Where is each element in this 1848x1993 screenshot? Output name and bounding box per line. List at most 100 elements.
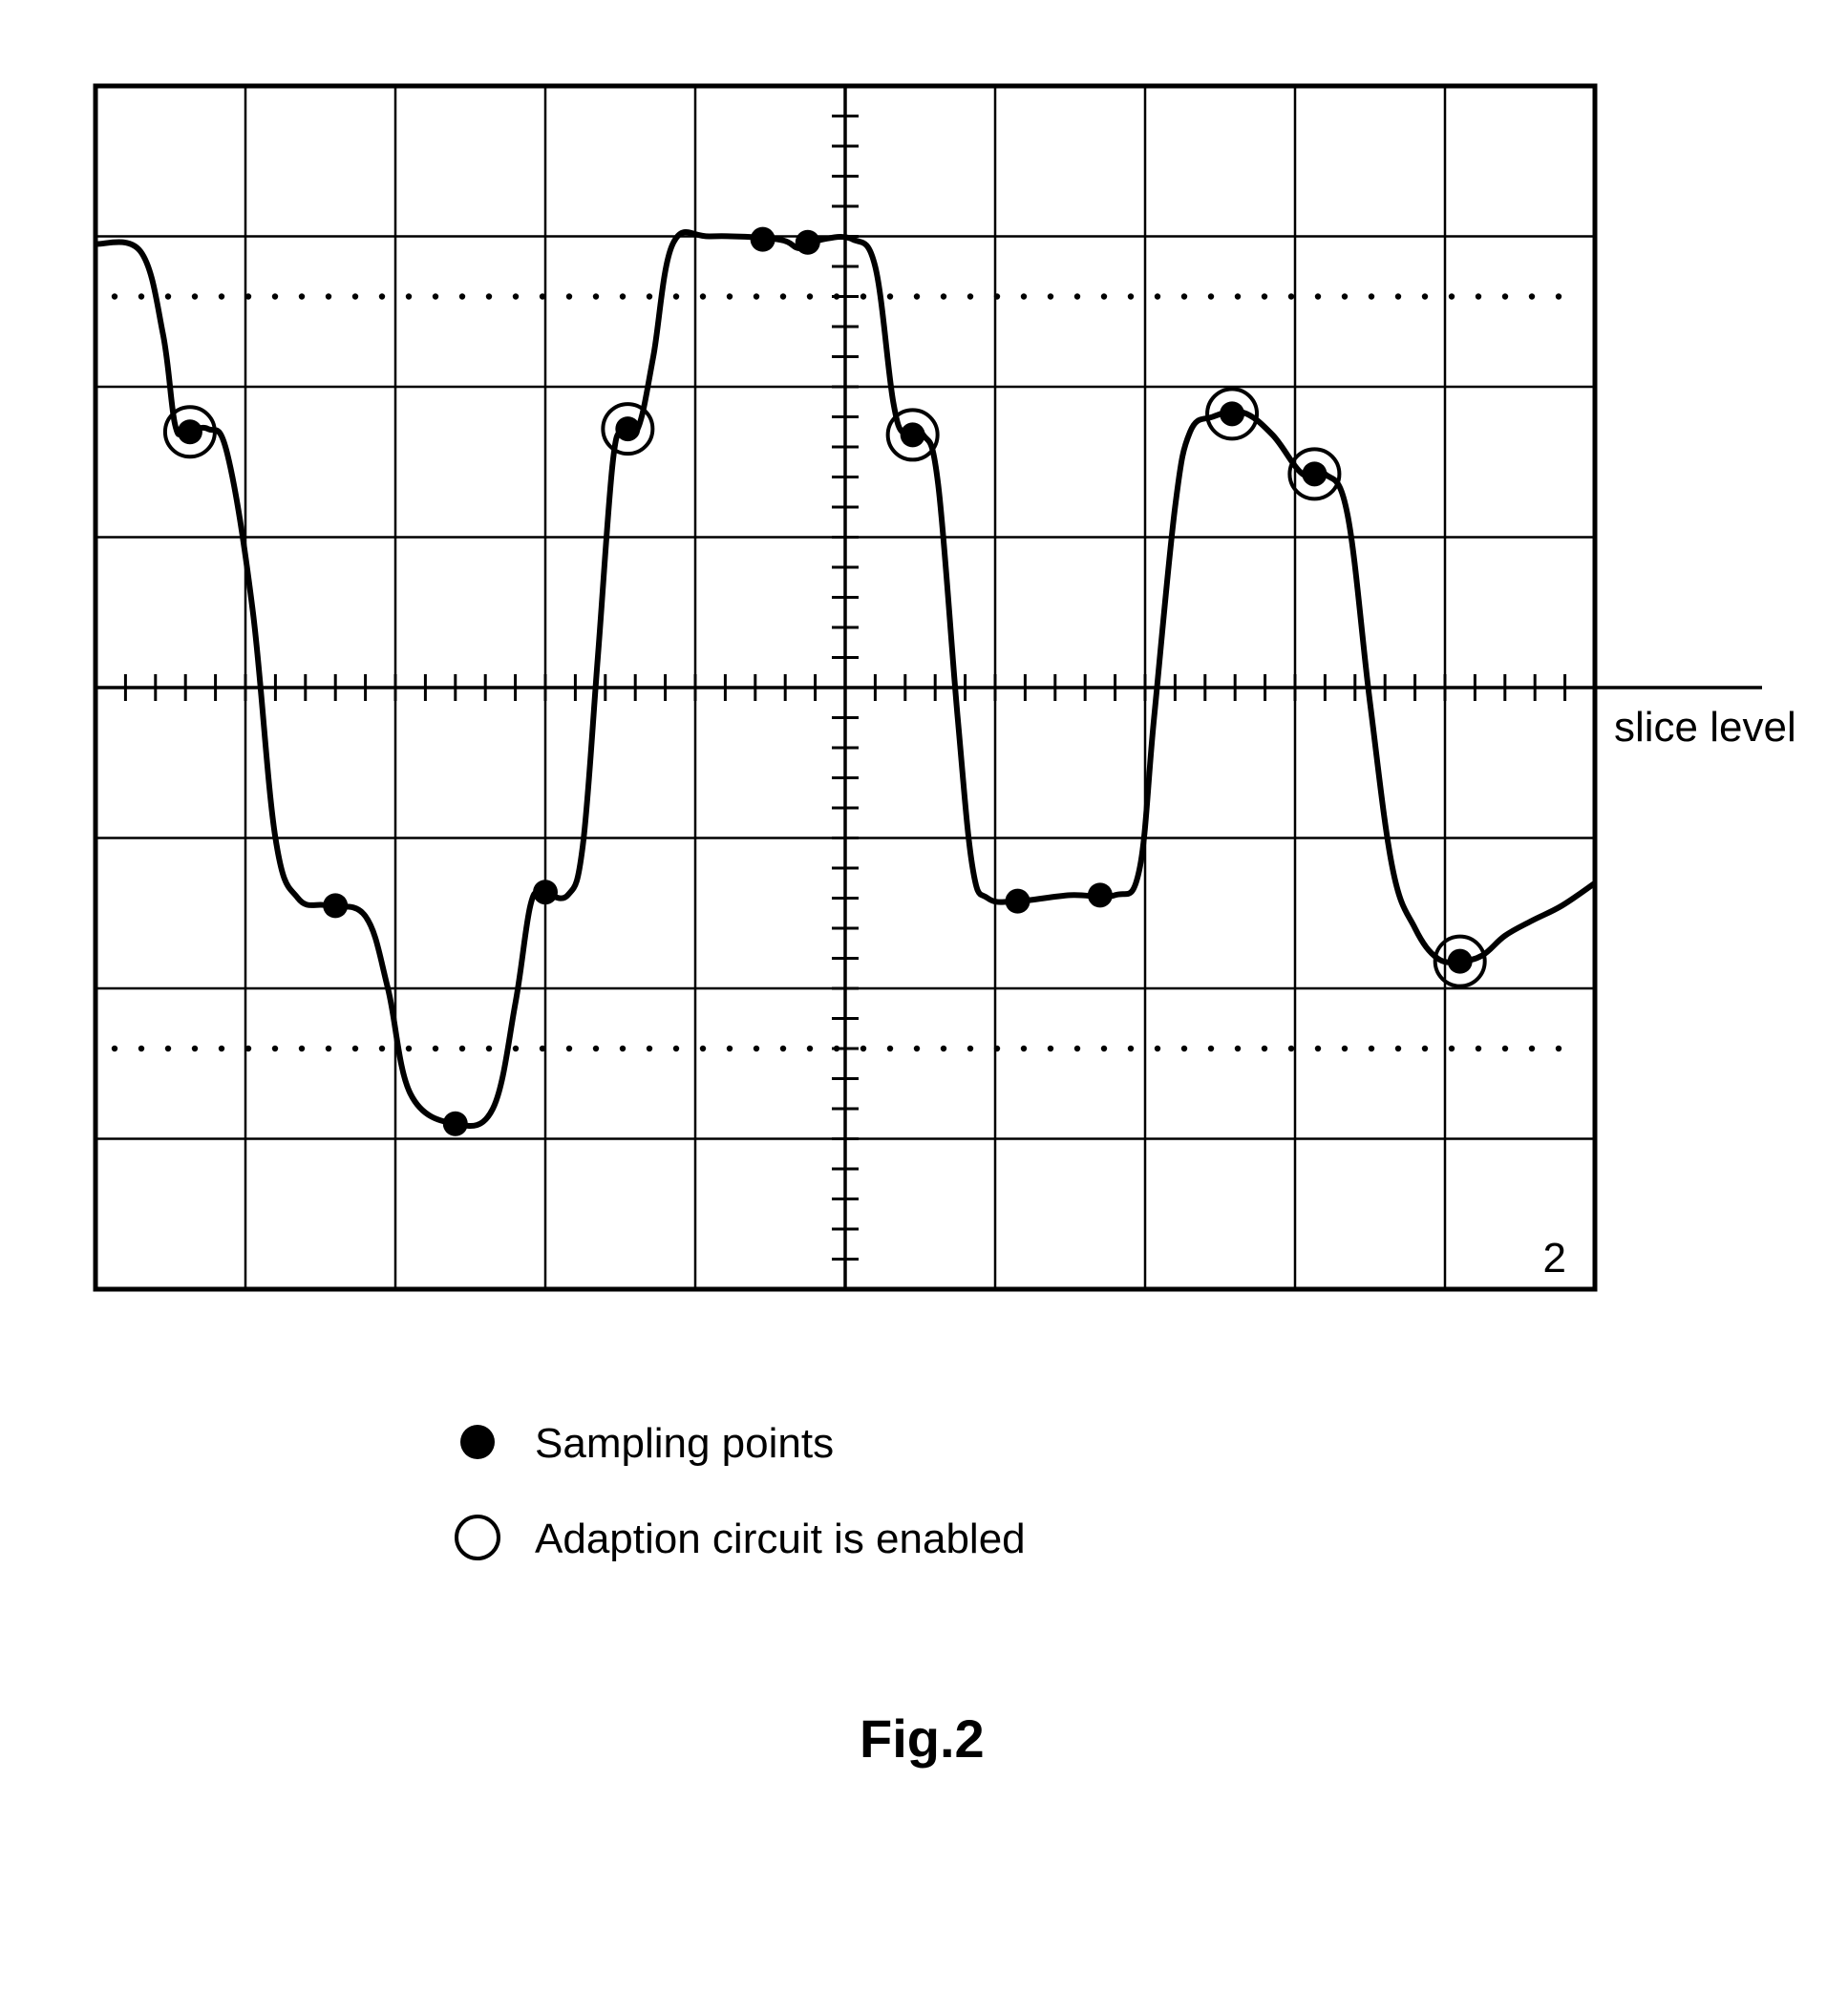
sampling-point: [1006, 889, 1030, 914]
sampling-point: [901, 422, 925, 447]
slice-level-label: slice level: [1614, 704, 1796, 751]
sampling-point: [1088, 882, 1113, 907]
ref-dot: [1128, 293, 1134, 299]
ref-dot: [1235, 293, 1241, 299]
ref-dot: [219, 293, 224, 299]
ref-dot: [299, 293, 305, 299]
ref-dot: [1101, 293, 1107, 299]
ref-dot: [1074, 1046, 1080, 1051]
ref-dot: [1262, 1046, 1267, 1051]
ref-dot: [513, 1046, 519, 1051]
sampling-point: [751, 227, 775, 252]
ref-dot: [593, 293, 599, 299]
ref-dot: [620, 1046, 626, 1051]
ref-dot: [1048, 1046, 1053, 1051]
ref-dot: [1556, 1046, 1561, 1051]
ref-dot: [1449, 293, 1455, 299]
ref-dot: [245, 1046, 251, 1051]
ref-dot: [566, 293, 572, 299]
ref-dot: [379, 293, 385, 299]
ref-dot: [138, 293, 144, 299]
legend-sampling-icon: [460, 1425, 495, 1459]
ref-dot: [1235, 1046, 1241, 1051]
ref-dot: [379, 1046, 385, 1051]
ref-dot: [1101, 1046, 1107, 1051]
ref-dot: [1502, 293, 1508, 299]
ref-dot: [1449, 1046, 1455, 1051]
ref-dot: [1208, 293, 1214, 299]
ref-dot: [914, 293, 920, 299]
ref-dot: [834, 1046, 839, 1051]
ref-dot: [433, 293, 438, 299]
sampling-point: [178, 419, 202, 444]
ref-dot: [780, 1046, 786, 1051]
sampling-point: [1302, 461, 1327, 486]
ref-dot: [1288, 293, 1294, 299]
ref-dot: [1048, 293, 1053, 299]
ref-dot: [459, 293, 465, 299]
ref-dot: [941, 1046, 946, 1051]
ref-dot: [486, 1046, 492, 1051]
sampling-point: [1220, 401, 1244, 426]
ref-dot: [647, 293, 652, 299]
ref-dot: [486, 293, 492, 299]
ref-dot: [406, 1046, 412, 1051]
sampling-point: [796, 230, 820, 255]
ref-dot: [700, 293, 706, 299]
sampling-point: [1448, 949, 1473, 974]
ref-dot: [1128, 1046, 1134, 1051]
sampling-point: [443, 1112, 468, 1136]
ref-dot: [1395, 293, 1401, 299]
ref-dot: [1556, 293, 1561, 299]
ref-dot: [1181, 1046, 1187, 1051]
ref-dot: [673, 293, 679, 299]
ref-dot: [1315, 293, 1321, 299]
ref-dot: [593, 1046, 599, 1051]
ref-dot: [807, 1046, 813, 1051]
legend-sampling-label: Sampling points: [535, 1420, 834, 1467]
ref-dot: [138, 1046, 144, 1051]
ref-dot: [1369, 293, 1374, 299]
ref-dot: [887, 293, 893, 299]
ref-dot: [540, 293, 545, 299]
ref-dot: [1395, 1046, 1401, 1051]
sampling-point: [533, 880, 558, 904]
ref-dot: [1315, 1046, 1321, 1051]
ref-dot: [727, 293, 733, 299]
ref-dot: [1181, 293, 1187, 299]
ref-dot: [754, 1046, 759, 1051]
ref-dot: [914, 1046, 920, 1051]
ref-dot: [352, 1046, 358, 1051]
ref-dot: [1529, 1046, 1535, 1051]
ref-dot: [754, 293, 759, 299]
sampling-point: [615, 416, 640, 441]
ref-dot: [433, 1046, 438, 1051]
ref-dot: [1369, 1046, 1374, 1051]
oscilloscope-figure: slice level 2 Sampling points Adaption circ…: [0, 0, 1848, 1993]
ref-dot: [647, 1046, 652, 1051]
ref-dot: [1502, 1046, 1508, 1051]
ref-dot: [326, 1046, 331, 1051]
ref-dot: [513, 293, 519, 299]
ref-dot: [326, 293, 331, 299]
ref-dot: [620, 293, 626, 299]
ref-dot: [1208, 1046, 1214, 1051]
ref-dot: [727, 1046, 733, 1051]
ref-dot: [1155, 293, 1160, 299]
ref-dot: [1288, 1046, 1294, 1051]
ref-dot: [887, 1046, 893, 1051]
ref-dot: [1476, 1046, 1481, 1051]
ref-dot: [1155, 1046, 1160, 1051]
corner-label: 2: [1543, 1235, 1566, 1282]
ref-dot: [1074, 293, 1080, 299]
figure-caption: Fig.2: [860, 1708, 985, 1769]
sampling-point: [323, 893, 348, 918]
ref-dot: [406, 293, 412, 299]
ref-dot: [807, 293, 813, 299]
ref-dot: [941, 293, 946, 299]
legend-adaption-label: Adaption circuit is enabled: [535, 1516, 1026, 1562]
ref-dot: [1529, 293, 1535, 299]
ref-dot: [245, 293, 251, 299]
ref-dot: [1262, 293, 1267, 299]
ref-dot: [1342, 293, 1348, 299]
